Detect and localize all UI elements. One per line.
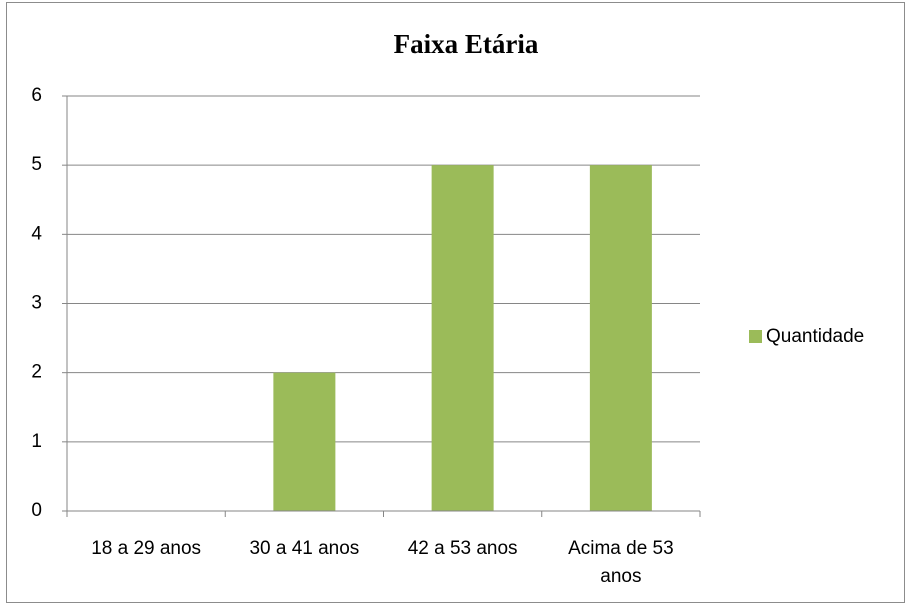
chart-title: Faixa Etária (394, 29, 539, 59)
y-tick-label: 0 (31, 500, 42, 521)
x-tick-label: 18 a 29 anos (91, 538, 201, 559)
y-tick-label: 1 (31, 431, 42, 452)
y-tick-label: 3 (31, 293, 42, 314)
y-tick-label: 4 (31, 223, 42, 244)
bar (589, 165, 652, 511)
y-tick-label: 2 (31, 362, 42, 383)
x-tick-label: Acima de 53 anos (568, 538, 674, 587)
y-tick-label: 6 (31, 85, 42, 106)
y-tick-label: 5 (31, 154, 42, 175)
x-tick-label: 42 a 53 anos (408, 538, 518, 559)
legend-label: Quantidade (766, 326, 864, 347)
bar (431, 165, 494, 511)
legend-swatch (749, 330, 762, 343)
x-tick-label: 30 a 41 anos (249, 538, 359, 559)
bar (273, 372, 336, 511)
